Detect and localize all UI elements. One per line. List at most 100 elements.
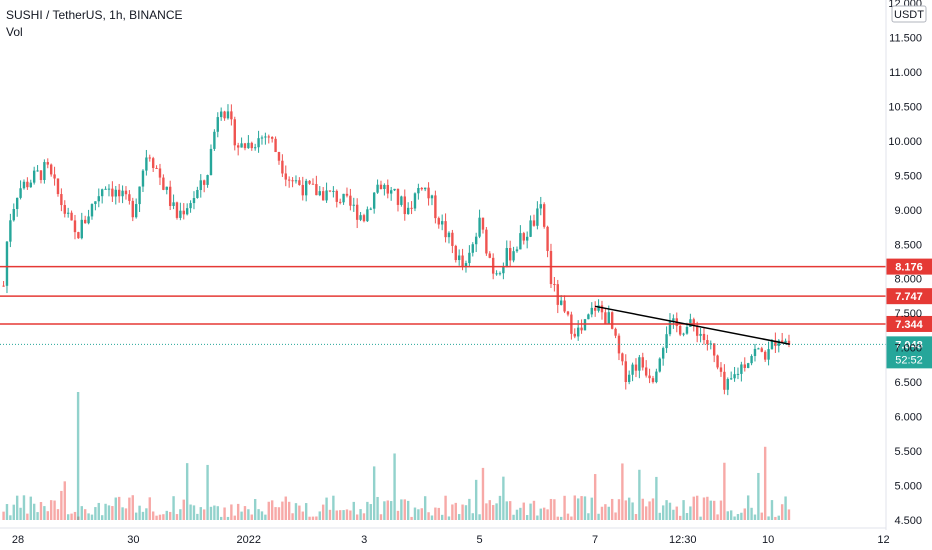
candle-body bbox=[321, 191, 325, 201]
volume-bar bbox=[570, 516, 573, 520]
price-tick-label: 12.000 bbox=[888, 0, 922, 10]
candle-body bbox=[665, 334, 668, 349]
candle-body bbox=[580, 327, 583, 331]
candle-body bbox=[699, 333, 702, 336]
volume-bar bbox=[607, 506, 610, 520]
candle-body bbox=[192, 197, 196, 204]
candle-body bbox=[689, 319, 692, 327]
candle-body bbox=[100, 189, 104, 197]
volume-bar bbox=[87, 513, 90, 520]
candle-body bbox=[525, 236, 529, 241]
candle-body bbox=[736, 373, 740, 375]
volume-bar bbox=[128, 497, 131, 520]
volume-bar bbox=[281, 501, 284, 520]
candle-body bbox=[32, 170, 36, 183]
volume-bar bbox=[447, 516, 451, 520]
candle-body bbox=[763, 351, 767, 360]
volume-bar bbox=[729, 510, 733, 520]
candle-body bbox=[223, 111, 226, 119]
candle-body bbox=[634, 364, 638, 371]
candle-body bbox=[767, 349, 770, 360]
candle-body bbox=[22, 181, 26, 189]
candle-body bbox=[692, 319, 695, 326]
candle-body bbox=[5, 241, 9, 286]
volume-bar bbox=[70, 513, 73, 520]
candle-body bbox=[457, 255, 461, 261]
trend-line[interactable] bbox=[594, 305, 790, 345]
price-scale[interactable]: 12.000 11.500 11.000 10.500 10.000 9.500 9.000… bbox=[885, 0, 927, 530]
volume-bar bbox=[580, 496, 583, 520]
candle-body bbox=[624, 361, 627, 383]
time-scale[interactable]: 28 30 2022 3 5 7 12:30 10 12 bbox=[0, 527, 890, 546]
volume-bar bbox=[546, 509, 549, 520]
volume-bar bbox=[454, 502, 457, 520]
candle-body bbox=[631, 364, 634, 375]
candle-body bbox=[355, 204, 359, 220]
price-tick-label: 9.000 bbox=[894, 205, 922, 217]
volume-bar bbox=[410, 516, 413, 520]
candle-body bbox=[131, 200, 134, 218]
candle-body bbox=[315, 184, 318, 196]
volume-bar bbox=[740, 512, 743, 520]
volume-bar bbox=[702, 497, 706, 520]
volume-bar bbox=[182, 499, 185, 520]
candle-body bbox=[641, 357, 644, 368]
volume-bar bbox=[291, 513, 294, 520]
candle-body bbox=[760, 348, 763, 352]
candle-body bbox=[678, 325, 682, 335]
volume-bar bbox=[471, 513, 474, 520]
volume-bar bbox=[495, 503, 498, 520]
volume-bar bbox=[124, 508, 128, 520]
candle-body bbox=[648, 375, 651, 379]
volume-bar bbox=[413, 507, 417, 520]
candle-body bbox=[600, 305, 604, 313]
price-tick-label: 4.500 bbox=[894, 515, 922, 527]
volume-bar bbox=[753, 514, 757, 520]
candle-body bbox=[60, 194, 63, 206]
time-tick-label: 12:30 bbox=[669, 534, 697, 546]
candle-body bbox=[396, 188, 400, 205]
time-tick-label: 12 bbox=[877, 534, 889, 546]
trend-line-segment bbox=[594, 305, 790, 345]
volume-bar bbox=[777, 515, 780, 520]
candle-body bbox=[338, 201, 342, 203]
candle-body bbox=[621, 353, 624, 362]
volume-bar bbox=[325, 497, 328, 520]
volume-bar bbox=[780, 504, 784, 520]
volume-bar bbox=[287, 501, 291, 520]
volume-bar bbox=[342, 510, 345, 520]
volume-bar bbox=[338, 510, 342, 520]
volume-bar bbox=[539, 508, 542, 520]
volume-bar bbox=[175, 514, 179, 520]
volume-bar bbox=[172, 496, 175, 520]
candle-body bbox=[260, 137, 264, 139]
candle-body bbox=[148, 157, 151, 159]
volume-bar bbox=[767, 516, 770, 520]
candle-body bbox=[182, 210, 185, 215]
volume-bar bbox=[199, 507, 202, 520]
candle-body bbox=[420, 187, 423, 190]
volume-bar bbox=[440, 514, 444, 520]
volume-bar bbox=[165, 510, 168, 520]
candle-body bbox=[128, 194, 131, 201]
currency-badge bbox=[891, 5, 927, 23]
candle-body bbox=[444, 221, 447, 238]
candle-body bbox=[658, 358, 661, 372]
volume-bar bbox=[542, 507, 546, 520]
volume-bar bbox=[451, 504, 454, 520]
candle-body bbox=[189, 203, 192, 209]
candle-body bbox=[270, 137, 274, 139]
volume-bar bbox=[328, 509, 332, 520]
candle-body bbox=[604, 312, 607, 324]
level-price-label: 7.747 bbox=[895, 291, 923, 303]
time-tick-label: 5 bbox=[477, 534, 483, 546]
candle-body bbox=[593, 307, 597, 311]
level-lines[interactable]: 8.176 7.747 7.344 7.048 52:52 bbox=[0, 258, 932, 369]
candle-body bbox=[393, 188, 396, 191]
candle-body bbox=[73, 220, 77, 233]
candle-body bbox=[651, 378, 655, 383]
time-tick-label: 28 bbox=[12, 534, 24, 546]
volume-bar bbox=[148, 497, 151, 520]
volume-bar bbox=[658, 512, 661, 520]
